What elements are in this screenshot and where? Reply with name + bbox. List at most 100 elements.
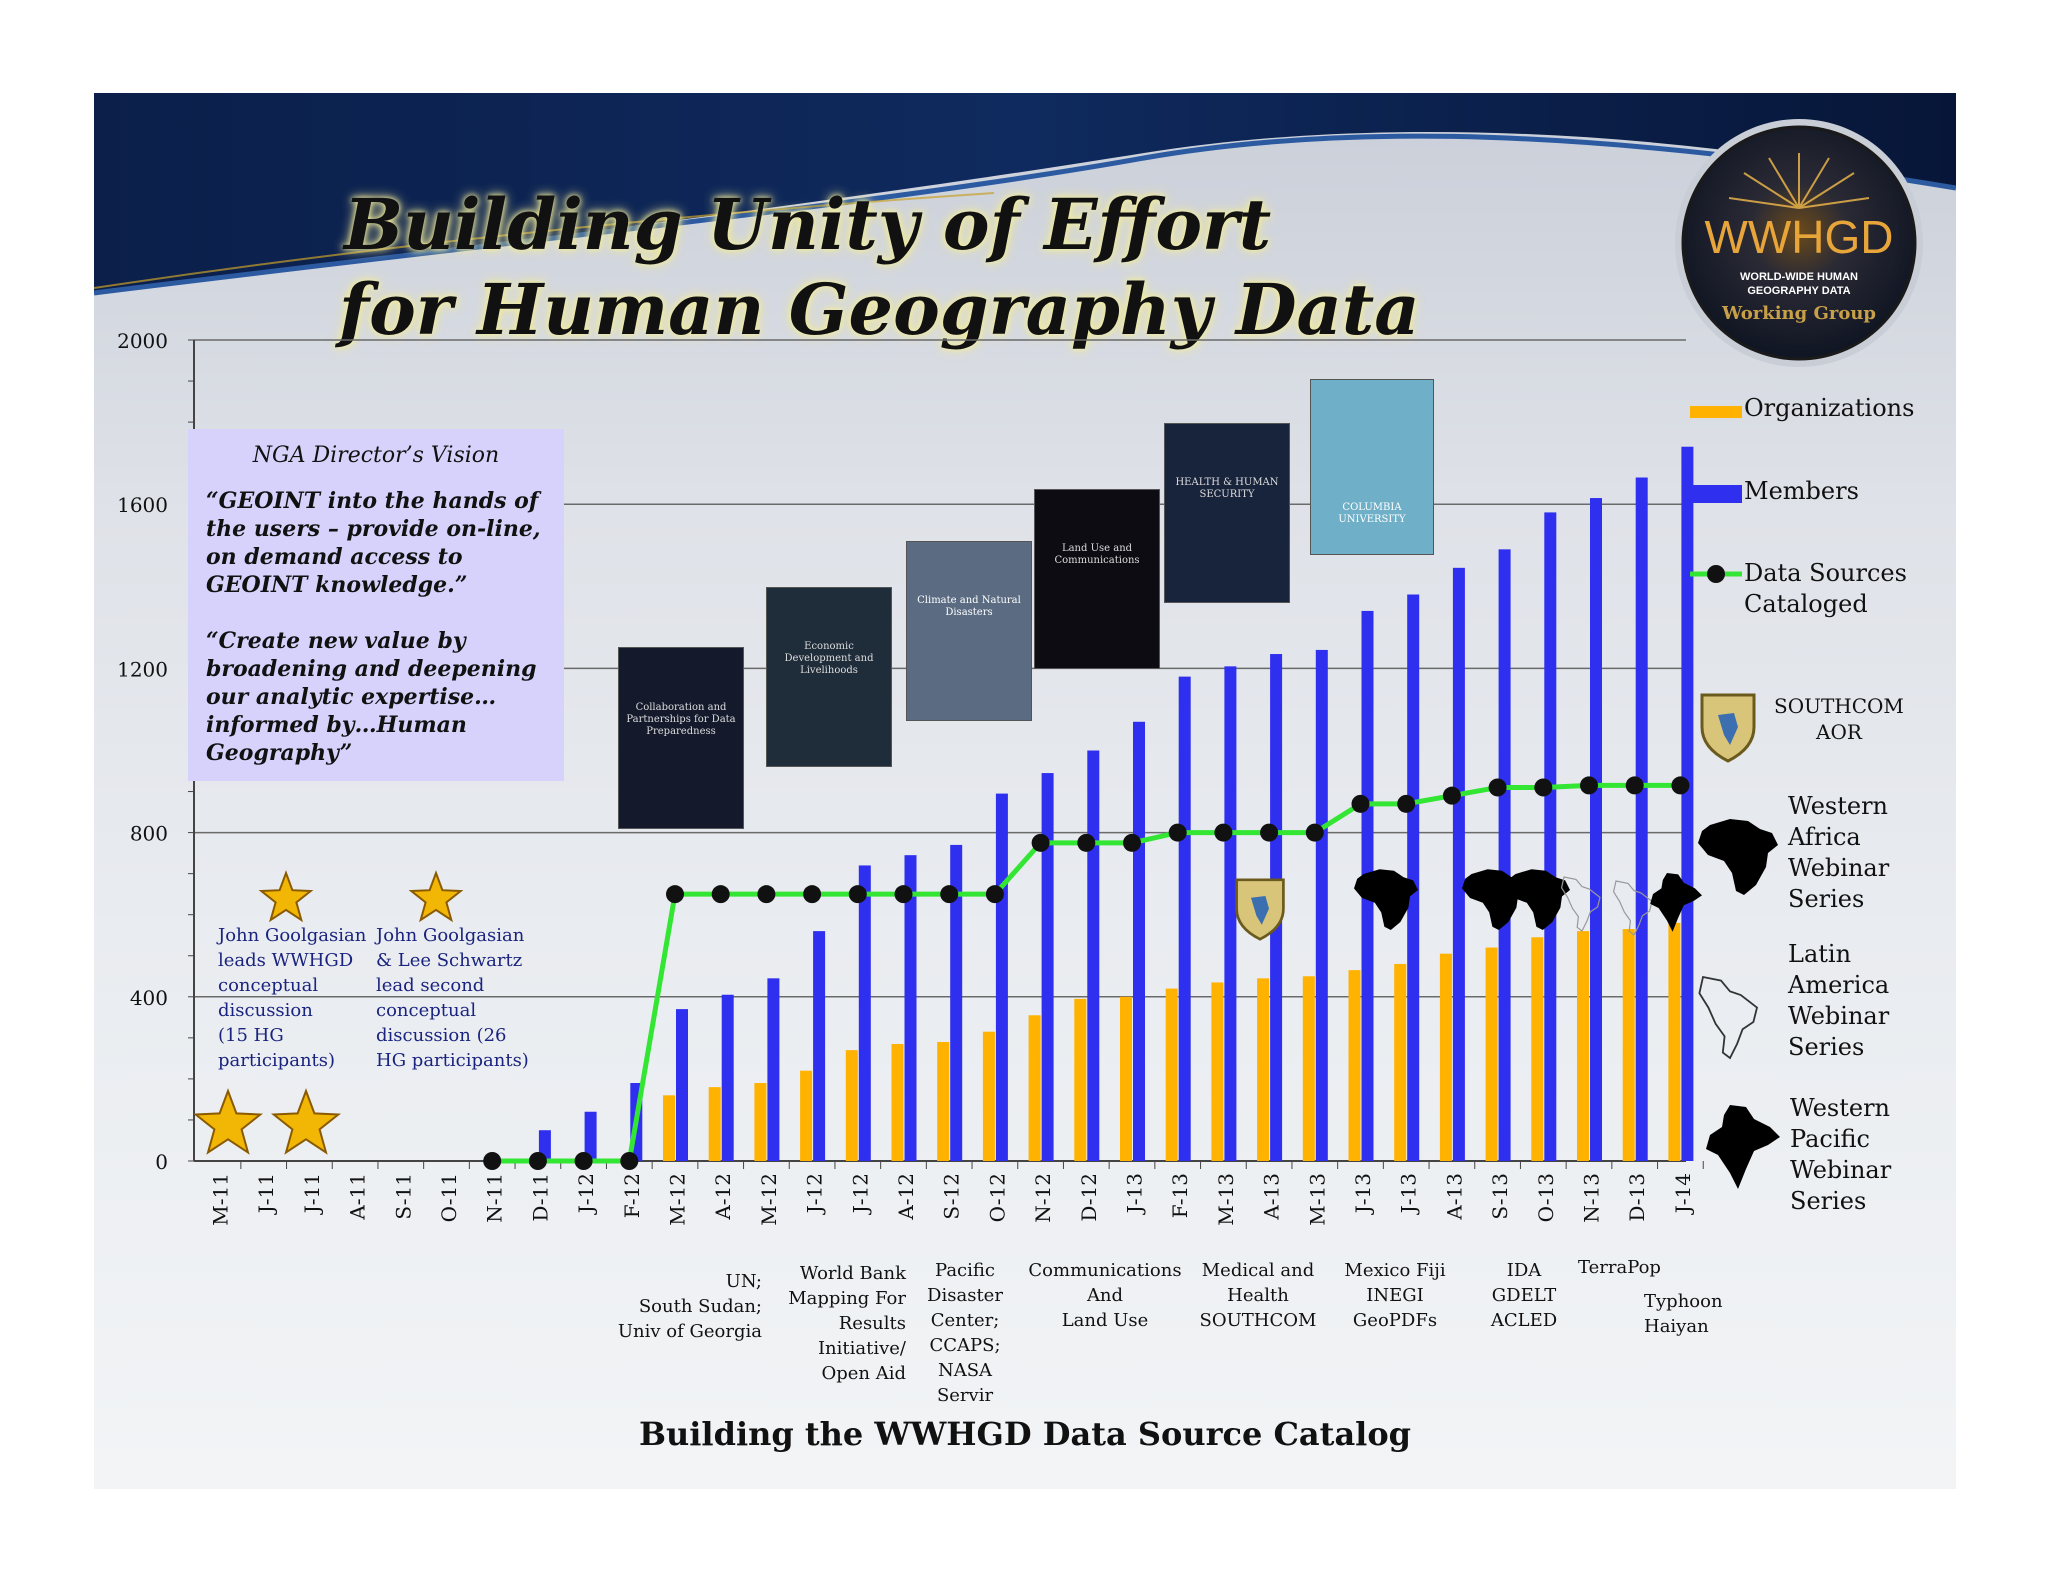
x-tick-label: J-11 [254,1173,278,1215]
data-sources-marker [620,1152,639,1170]
organizations-bar [891,1044,904,1161]
x-tick-label: N-11 [483,1173,507,1223]
event-note-pacific-disaster: Pacific Disaster Center; CCAPS; NASA Servir [927,1260,1003,1406]
event-note-world-bank: World Bank Mapping For Results Initiative/… [788,1263,906,1384]
organizations-bar [1577,931,1589,1161]
y-tick-label: 0 [155,1150,168,1174]
africa-map-icon [1506,869,1570,930]
star-icon [192,1088,264,1155]
header-banner [94,93,1956,296]
members-bar [813,931,826,1161]
organizations-bar [1028,1015,1041,1161]
event-note-un: UN; South Sudan; Univ of Georgia [617,1271,762,1342]
star-icon [258,870,314,923]
x-tick-label: S-13 [1488,1173,1512,1220]
members-bar [1087,750,1100,1161]
y-tick-label: 800 [130,822,168,846]
x-tick-label: O-12 [985,1173,1009,1222]
x-tick-label: N-13 [1580,1173,1604,1223]
x-tick-label: J-12 [803,1173,827,1215]
organizations-bar [1120,996,1132,1161]
data-sources-marker [1488,778,1507,797]
data-sources-marker [1123,833,1141,852]
western-africa-note: Western Africa Webinar Series [1788,792,1890,913]
page-title-line-1: Building Unity of Effort [344,183,1272,266]
vision-quote-2: “Create new value by broadening and deep… [206,628,537,766]
x-tick-label: O-11 [437,1173,461,1222]
latin-america-map-icon [1698,975,1759,1060]
organizations-bar [800,1070,813,1161]
southcom-shield-icon-map [1718,713,1738,745]
x-tick-label: M-13 [1214,1173,1238,1226]
data-sources-marker [803,885,822,904]
organizations-bar [937,1041,950,1161]
data-sources-marker [1305,823,1324,842]
data-sources-marker [711,885,730,904]
x-tick-label: J-14 [1671,1173,1695,1215]
members-bar [767,978,780,1161]
star-icon [270,1088,342,1155]
legend-data-sources: Data Sources Cataloged [1744,559,1907,618]
organizations-bar [1211,982,1224,1161]
vision-box: NGA Director’s Vision “GEOINT into the h… [188,429,564,781]
webinar-poster-4: Land Use and Communications [1034,489,1160,669]
legend-marker-data-sources [1707,565,1725,583]
organizations-bar [1622,929,1635,1161]
members-bar [950,844,963,1161]
data-sources-marker [483,1152,502,1170]
organizations-bar [1165,988,1178,1161]
x-tick-label: M-12 [666,1173,690,1226]
members-bar [584,1111,597,1161]
data-sources-marker [757,885,776,904]
legend-members: Members [1744,477,1859,505]
members-bar [1407,594,1420,1161]
organizations-bar [845,1050,858,1161]
milestone-note-2: John Goolgasian & Lee Schwartz lead second… [376,925,529,1071]
x-tick-label: A-12 [894,1173,918,1221]
x-tick-label: J-13 [1397,1173,1421,1215]
y-tick-label: 1600 [117,493,168,517]
organizations-bar [1257,978,1270,1161]
legend-swatch-organizations [1690,406,1742,418]
event-note-typhoon: Typhoon Haiyan [1644,1291,1723,1337]
members-bar [1590,498,1602,1162]
legend-organizations: Organizations [1744,394,1915,422]
western-pacific-note: Western Pacific Webinar Series [1790,1094,1892,1215]
y-tick-label: 1200 [117,657,168,681]
x-tick-label: A-12 [711,1173,735,1221]
x-tick-label: J-11 [300,1173,324,1215]
southcom-shield-icon-map [1251,896,1269,925]
data-sources-marker [1671,776,1690,795]
logo-subtitle-1: WORLD-WIDE HUMAN [1740,271,1858,283]
x-tick-label: A-13 [1260,1173,1284,1221]
organizations-bar [754,1083,767,1161]
x-tick-label: F-13 [1168,1173,1192,1218]
webinar-poster-1: Collaboration and Partnerships for Data … [618,647,744,829]
members-bar [1498,549,1511,1161]
x-tick-label: A-13 [1442,1173,1466,1221]
data-sources-marker [848,885,867,904]
organizations-bar [1439,953,1452,1161]
members-bar [1635,477,1648,1162]
members-bar [1315,649,1328,1161]
slide: Building Unity of Effort for Human Geogr… [94,93,1956,1489]
data-sources-marker [1442,786,1461,805]
data-sources-marker [1625,776,1644,795]
organizations-bar [1394,963,1407,1161]
latin-america-note: Latin America Webinar Series [1788,940,1890,1061]
event-note-communications: Communications And Land Use [1028,1260,1182,1331]
members-bar [1544,512,1557,1161]
page-title-line-2: for Human Geography Data [339,268,1420,351]
x-tick-label: A-11 [346,1173,370,1221]
vision-quote-1: “GEOINT into the hands of the users – pr… [206,488,541,598]
webinar-poster-2: Economic Development and Livelihoods [766,587,892,767]
organizations-bar [982,1031,995,1161]
members-bar [676,1009,688,1161]
x-tick-label: D-11 [528,1173,552,1222]
organizations-bar [1348,970,1361,1161]
data-sources-marker [1214,823,1233,842]
data-sources-marker [1168,823,1187,842]
vision-heading: NGA Director’s Vision [252,443,500,468]
india-map-icon [1706,1105,1780,1189]
data-sources-marker [940,885,959,904]
